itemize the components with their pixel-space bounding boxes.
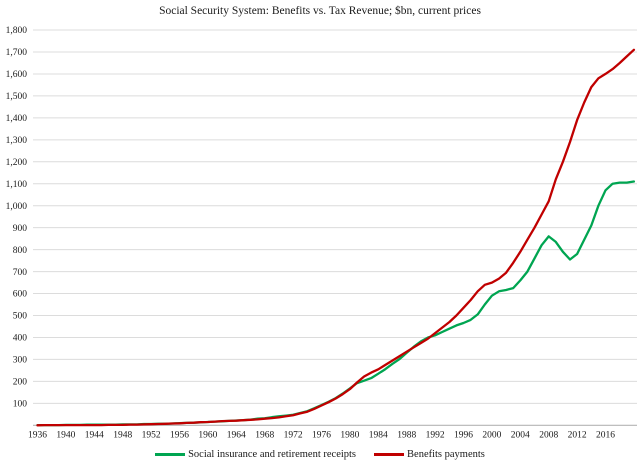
x-tick-label: 1944 (85, 431, 104, 441)
x-tick-label: 2004 (511, 431, 530, 441)
receipts-line-swatch (155, 453, 186, 456)
y-tick-label: 1,200 (6, 158, 28, 168)
y-tick-label: 700 (13, 268, 28, 278)
x-tick-label: 2016 (596, 431, 615, 441)
x-tick-label: 1996 (454, 431, 473, 441)
x-tick-label: 1940 (56, 431, 75, 441)
y-tick-label: 1,500 (6, 92, 28, 102)
y-tick-label: 300 (13, 356, 28, 366)
x-tick-label: 1968 (255, 431, 274, 441)
legend-item-benefits: Benefits payments (374, 449, 485, 460)
x-tick-label: 1960 (198, 431, 217, 441)
y-tick-label: 600 (13, 290, 28, 300)
x-tick-label: 1956 (170, 431, 189, 441)
y-tick-label: 1,700 (6, 48, 28, 58)
x-tick-label: 1964 (227, 431, 246, 441)
y-tick-label: 200 (13, 378, 28, 388)
x-tick-label: 1988 (397, 431, 416, 441)
series-receipts-line (36, 180, 636, 427)
chart-title: Social Security System: Benefits vs. Tax… (159, 5, 481, 17)
x-tick-label: 1936 (28, 431, 47, 441)
y-tick-label: 1,400 (6, 114, 28, 124)
y-tick-label: 1,600 (6, 70, 28, 80)
y-tick-label: 500 (13, 312, 28, 322)
y-tick-label: 1,000 (6, 202, 28, 212)
y-tick-label: 400 (13, 334, 28, 344)
x-tick-label: 1984 (369, 431, 388, 441)
y-tick-label: 800 (13, 246, 28, 256)
x-tick-label: 1948 (113, 431, 132, 441)
y-tick-label: 1,800 (6, 26, 28, 36)
y-tick-label: 1,300 (6, 136, 28, 146)
x-tick-label: 1980 (340, 431, 359, 441)
x-tick-label: 2012 (568, 431, 587, 441)
x-tick-label: 2000 (482, 431, 501, 441)
x-tick-label: 2008 (539, 431, 558, 441)
x-tick-label: 1992 (426, 431, 445, 441)
legend-label-benefits: Benefits payments (407, 449, 485, 460)
benefits-line-swatch (374, 453, 405, 456)
chart-legend: Social insurance and retirement receipts… (0, 449, 640, 460)
x-tick-label: 1976 (312, 431, 331, 441)
y-tick-label: 100 (13, 400, 28, 410)
legend-item-receipts: Social insurance and retirement receipts (155, 449, 356, 460)
legend-label-receipts: Social insurance and retirement receipts (188, 449, 357, 460)
y-tick-label: 1,100 (6, 180, 28, 190)
x-tick-label: 1952 (142, 431, 161, 441)
series-benefits-line (36, 48, 636, 427)
y-tick-label: 900 (13, 224, 28, 234)
x-tick-label: 1972 (284, 431, 303, 441)
